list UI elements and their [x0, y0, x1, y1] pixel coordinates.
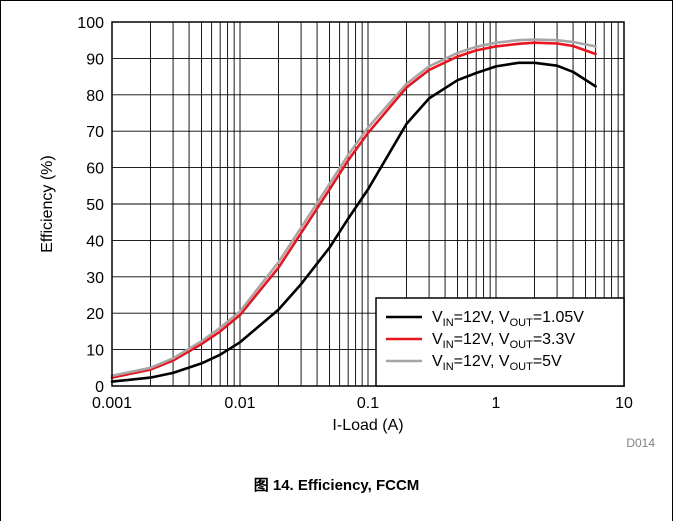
- y-tick-label: 100: [77, 15, 104, 32]
- plot-area-border: [111, 21, 625, 387]
- y-tick-label: 90: [86, 51, 104, 68]
- x-tick-label: 0.01: [224, 395, 255, 412]
- legend-entry-label: VIN=12V, VOUT=5V: [432, 353, 562, 373]
- y-axis-title: Efficiency (%): [39, 155, 56, 253]
- x-tick-label: 10: [615, 395, 633, 412]
- series-line-1: [110, 61, 597, 383]
- y-tick-label: 60: [86, 161, 104, 178]
- series-line-2: [110, 41, 597, 379]
- y-tick-label: 40: [86, 233, 104, 250]
- x-axis-title: I-Load (A): [332, 417, 403, 434]
- y-tick-label: 50: [86, 197, 104, 214]
- legend-entry-label: VIN=12V, VOUT=1.05V: [432, 309, 584, 329]
- series-lines: [110, 38, 597, 383]
- y-tick-label: 80: [86, 88, 104, 105]
- y-tick-label: 20: [86, 306, 104, 323]
- legend-box: [375, 297, 625, 387]
- figure-code-label: D014: [626, 436, 655, 450]
- series-line-3: [110, 38, 597, 378]
- x-tick-label: 0.001: [92, 395, 132, 412]
- figure-caption: 图 14. Efficiency, FCCM: [253, 477, 420, 494]
- legend-entry-label: VIN=12V, VOUT=3.3V: [432, 331, 575, 351]
- y-tick-label: 10: [86, 343, 104, 360]
- x-tick-label: 1: [492, 395, 501, 412]
- y-tick-label: 70: [86, 124, 104, 141]
- x-tick-label: 0.1: [357, 395, 379, 412]
- y-tick-label: 0: [95, 379, 104, 396]
- y-tick-label: 30: [86, 270, 104, 287]
